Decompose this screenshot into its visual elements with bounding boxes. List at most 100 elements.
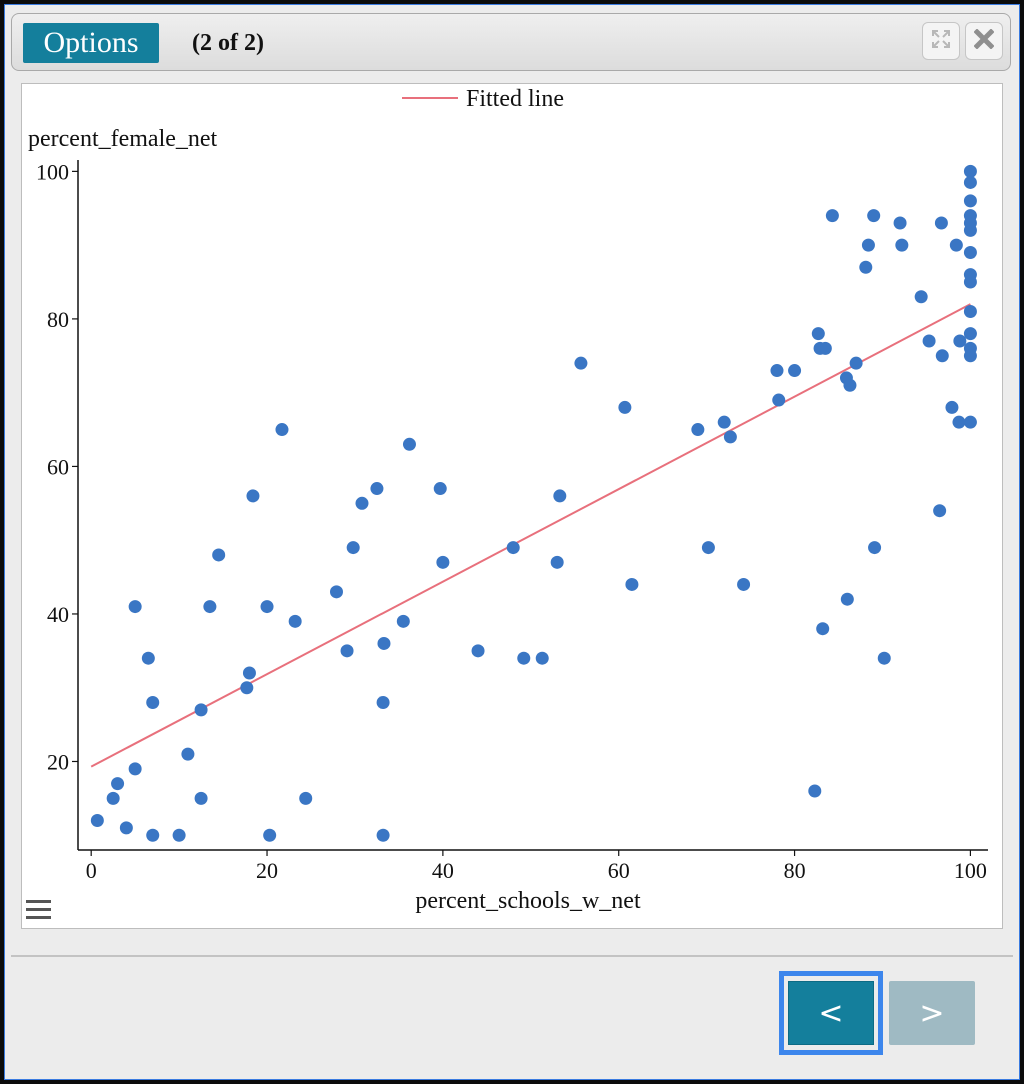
data-point xyxy=(396,614,410,628)
hamburger-icon[interactable] xyxy=(26,900,51,919)
close-icon xyxy=(973,27,995,54)
data-point xyxy=(963,275,977,289)
data-point xyxy=(471,644,485,658)
data-point xyxy=(128,762,142,776)
chart-dialog: Options (2 of 2) Fitted line percent_fem… xyxy=(4,4,1020,1080)
data-point xyxy=(141,651,155,665)
data-point xyxy=(770,364,784,378)
y-tick-label: 80 xyxy=(47,307,69,332)
data-point xyxy=(963,175,977,189)
data-point xyxy=(717,415,731,429)
data-point xyxy=(263,828,277,842)
x-tick-label: 0 xyxy=(86,858,97,883)
data-point xyxy=(246,489,260,503)
previous-button-face: < xyxy=(788,981,874,1045)
previous-button[interactable]: < xyxy=(779,971,883,1055)
data-point xyxy=(963,349,977,363)
data-point xyxy=(340,644,354,658)
data-point xyxy=(517,651,531,665)
data-point xyxy=(963,327,977,341)
data-point xyxy=(242,666,256,680)
data-point xyxy=(146,695,160,709)
data-point xyxy=(691,423,705,437)
data-point xyxy=(506,541,520,555)
x-tick-label: 100 xyxy=(954,858,987,883)
y-tick-label: 20 xyxy=(47,749,69,774)
dialog-header: Options (2 of 2) xyxy=(11,13,1011,71)
y-axis-label: percent_female_net xyxy=(28,126,218,152)
data-point xyxy=(240,681,254,695)
options-button[interactable]: Options xyxy=(23,23,159,63)
data-point xyxy=(299,791,313,805)
data-point xyxy=(433,482,447,496)
fitted-line xyxy=(90,303,971,768)
data-point xyxy=(949,238,963,252)
data-point xyxy=(376,695,390,709)
data-point xyxy=(895,238,909,252)
data-point xyxy=(194,791,208,805)
data-point xyxy=(618,400,632,414)
data-point xyxy=(212,548,226,562)
next-button[interactable]: > xyxy=(889,981,975,1045)
expand-icon xyxy=(930,28,952,55)
x-tick-label: 60 xyxy=(608,858,630,883)
data-point xyxy=(825,209,839,223)
data-point xyxy=(402,437,416,451)
x-tick-label: 40 xyxy=(432,858,454,883)
data-point xyxy=(203,600,217,614)
data-point xyxy=(963,164,977,178)
data-point xyxy=(772,393,786,407)
chart-panel: Fitted line percent_female_net percent_s… xyxy=(21,83,1003,929)
data-point xyxy=(840,592,854,606)
data-point xyxy=(963,246,977,260)
data-point xyxy=(346,541,360,555)
data-point xyxy=(914,290,928,304)
data-point xyxy=(737,577,751,591)
data-point xyxy=(867,209,881,223)
data-point xyxy=(128,600,142,614)
scatter-chart: Fitted line percent_female_net percent_s… xyxy=(26,86,988,919)
data-point xyxy=(288,614,302,628)
data-point xyxy=(945,400,959,414)
data-point xyxy=(861,238,875,252)
data-point xyxy=(370,482,384,496)
data-point xyxy=(550,555,564,569)
data-point xyxy=(275,423,289,437)
data-point xyxy=(843,378,857,392)
data-point xyxy=(260,600,274,614)
data-point xyxy=(963,223,977,237)
data-point xyxy=(893,216,907,230)
data-point xyxy=(952,415,966,429)
data-point xyxy=(194,703,208,717)
data-point xyxy=(808,784,822,798)
data-point xyxy=(963,305,977,319)
expand-button[interactable] xyxy=(922,22,960,60)
data-point xyxy=(933,504,947,518)
data-point xyxy=(106,791,120,805)
data-point xyxy=(90,813,104,827)
x-axis-label: percent_schools_w_net xyxy=(415,888,641,914)
data-point xyxy=(868,541,882,555)
data-point xyxy=(877,651,891,665)
y-tick-label: 40 xyxy=(47,602,69,627)
data-point xyxy=(181,747,195,761)
data-point xyxy=(111,777,125,791)
footer-divider xyxy=(11,955,1013,957)
data-point xyxy=(377,636,391,650)
x-tick-label: 20 xyxy=(256,858,278,883)
data-point xyxy=(376,828,390,842)
data-point xyxy=(119,821,133,835)
data-point xyxy=(535,651,549,665)
data-point xyxy=(788,364,802,378)
y-tick-label: 60 xyxy=(47,454,69,479)
data-point xyxy=(935,349,949,363)
data-point xyxy=(355,496,369,510)
data-point xyxy=(816,622,830,636)
data-point xyxy=(723,430,737,444)
data-point xyxy=(146,828,160,842)
data-point xyxy=(963,194,977,208)
data-point xyxy=(172,828,186,842)
data-point xyxy=(625,577,639,591)
close-button[interactable] xyxy=(965,22,1003,60)
data-point xyxy=(329,585,343,599)
